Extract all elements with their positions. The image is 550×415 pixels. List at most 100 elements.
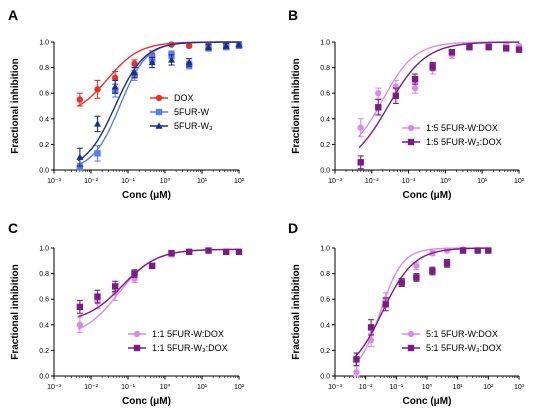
x-tick-label: 10¹ <box>197 384 208 391</box>
x-tick-label: 10⁰ <box>160 383 171 391</box>
data-point <box>485 43 492 51</box>
data-point <box>76 153 84 160</box>
y-tick-label: 0.6 <box>39 297 49 304</box>
data-point <box>185 58 193 66</box>
data-point <box>353 356 360 363</box>
x-tick-label: 10⁰ <box>160 177 171 185</box>
legend-label: DOX <box>174 93 194 103</box>
data-point <box>353 368 360 376</box>
legend-label: 1:1 5FUR-W:DOX <box>152 329 224 339</box>
data-point <box>111 283 119 290</box>
x-tick-label: 10⁻¹ <box>389 384 403 391</box>
x-tick-label: 10³ <box>514 384 525 391</box>
data-point <box>76 303 84 311</box>
x-tick-label: 10² <box>234 178 245 185</box>
x-tick-label: 10⁻² <box>84 178 98 185</box>
legend-label: 1:5 5FUR-W₃:DOX <box>426 137 502 147</box>
x-tick-label: 10¹ <box>453 384 464 391</box>
data-point <box>235 40 243 48</box>
data-point <box>357 124 364 131</box>
data-point <box>485 247 492 254</box>
legend-marker <box>155 122 163 129</box>
data-point <box>168 56 176 63</box>
y-axis-label: Fractional inhibition <box>10 58 21 154</box>
y-tick-label: 0.8 <box>320 65 330 72</box>
legend-marker <box>133 330 141 338</box>
y-axis-label: Fractional inhibition <box>291 264 302 360</box>
data-point <box>111 83 119 90</box>
data-point <box>398 279 405 286</box>
data-point <box>429 63 436 70</box>
legend-label: 5FUR-W₃ <box>174 121 213 131</box>
data-point <box>466 43 473 51</box>
data-point <box>448 49 456 56</box>
data-point <box>411 75 419 83</box>
y-tick-label: 0.2 <box>320 142 330 149</box>
x-tick-label: 10⁻² <box>84 384 98 391</box>
y-tick-label: 1.0 <box>39 40 49 47</box>
y-tick-label: 1.0 <box>320 246 330 253</box>
y-tick-label: 0.4 <box>39 322 49 329</box>
x-tick-label: 10⁻³ <box>328 384 342 391</box>
y-tick-label: 0.6 <box>320 297 330 304</box>
x-tick-label: 10⁻³ <box>328 178 342 185</box>
data-point <box>459 247 467 254</box>
x-tick-label: 10⁰ <box>422 383 433 391</box>
data-point <box>76 96 84 103</box>
legend-marker <box>407 344 415 352</box>
data-point <box>429 267 436 275</box>
x-tick-label: 10⁻³ <box>47 178 61 185</box>
legend-label: 5:1 5FUR-W₃:DOX <box>426 343 502 353</box>
data-point <box>94 120 102 127</box>
panel-letter: B <box>288 7 298 23</box>
data-point <box>375 104 382 111</box>
data-point <box>148 262 156 270</box>
data-point <box>357 159 364 166</box>
legend-label: 5FUR-W <box>174 107 209 117</box>
y-tick-label: 0.2 <box>39 142 49 149</box>
fit-curve <box>358 41 520 137</box>
data-point <box>131 270 138 277</box>
data-point <box>185 42 193 50</box>
y-tick-label: 0.4 <box>320 116 330 123</box>
y-tick-label: 0.0 <box>39 168 49 175</box>
legend-marker <box>407 138 415 146</box>
x-tick-label: 10¹ <box>477 178 488 185</box>
x-tick-label: 10¹ <box>197 178 208 185</box>
data-point <box>413 274 420 281</box>
data-point <box>375 90 382 97</box>
fit-curve <box>77 41 239 162</box>
chart-panel-c: C 0.0 0.2 0.4 0.6 0.8 1.0 10⁻³ 10⁻² 10⁻¹ 10⁰ 10¹ 10²… <box>8 220 245 407</box>
fit-curve <box>77 248 240 330</box>
data-point <box>222 42 230 49</box>
data-point <box>94 293 101 300</box>
x-axis-label: Conc (μM) <box>122 396 171 407</box>
chart-panel-a: A 0.0 0.2 0.4 0.6 0.8 1.0 10⁻³ 10⁻² 10⁻¹ 10⁰ 10¹ 10²… <box>8 7 245 201</box>
legend-label: 5:1 5FUR-W:DOX <box>426 329 498 339</box>
legend-marker <box>155 94 163 102</box>
x-tick-label: 10² <box>483 384 494 391</box>
y-tick-label: 1.0 <box>320 40 330 47</box>
y-axis-label: Fractional inhibition <box>10 264 21 360</box>
panel-letter: A <box>8 7 18 23</box>
legend-marker <box>155 108 163 116</box>
data-point <box>205 247 212 254</box>
chart-panel-b: B 0.0 0.2 0.4 0.6 0.8 1.0 10⁻³ 10⁻² 10⁻¹ 10⁰ 10¹ 10²… <box>288 7 525 201</box>
data-point <box>131 69 139 76</box>
x-axis-label: Conc (μM) <box>403 190 452 201</box>
y-tick-label: 0.0 <box>320 168 330 175</box>
data-point <box>367 336 375 344</box>
x-tick-label: 10² <box>234 384 245 391</box>
legend-marker <box>407 124 415 132</box>
x-axis-label: Conc (μM) <box>403 396 452 407</box>
x-tick-label: 10⁻² <box>359 384 373 391</box>
y-tick-label: 0.2 <box>320 348 330 355</box>
data-point <box>131 60 138 67</box>
data-point <box>515 46 523 53</box>
data-point <box>367 324 375 331</box>
chart-panel-d: D 0.0 0.2 0.4 0.6 0.8 1.0 10⁻³ 10⁻² 10⁻¹ 10⁰ 10¹ 10²… <box>288 220 525 407</box>
data-point <box>94 150 101 157</box>
data-point <box>148 58 156 66</box>
data-point <box>443 260 451 267</box>
